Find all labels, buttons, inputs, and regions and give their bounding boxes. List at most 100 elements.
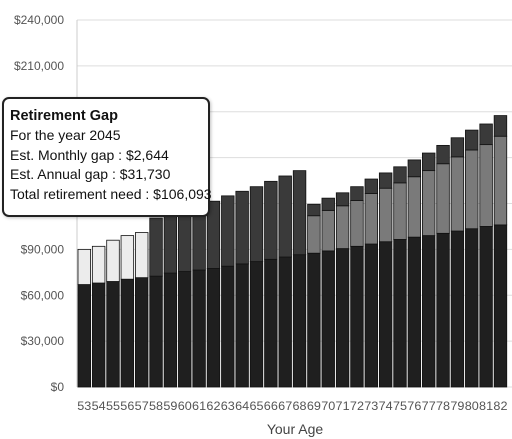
bar-segment[interactable]: [450, 156, 465, 232]
y-tick-label: $240,000: [14, 13, 64, 27]
bar-segment[interactable]: [436, 144, 450, 165]
bar-segment[interactable]: [178, 207, 192, 272]
retirement-gap-tooltip: Retirement Gap For the year 2045 Est. Mo…: [2, 97, 212, 217]
bar-segment[interactable]: [192, 269, 206, 388]
bar-segment[interactable]: [321, 197, 335, 211]
y-tick-label: $0: [51, 380, 65, 394]
x-tick-label: 72: [350, 399, 364, 413]
bar-segment[interactable]: [106, 239, 120, 282]
bar-segment[interactable]: [378, 172, 393, 189]
bar-segment[interactable]: [421, 152, 436, 172]
bar-segment[interactable]: [77, 284, 92, 388]
x-tick-label: 56: [120, 399, 134, 413]
bar-segment[interactable]: [350, 200, 364, 247]
bar-segment[interactable]: [335, 248, 350, 388]
bar-segment[interactable]: [493, 135, 508, 226]
x-tick-label: 57: [135, 399, 149, 413]
bar-segment[interactable]: [479, 226, 493, 388]
bar-segment[interactable]: [450, 137, 465, 158]
x-tick-label: 63: [221, 399, 235, 413]
bar-segment[interactable]: [350, 245, 364, 388]
bar-segment[interactable]: [249, 186, 264, 263]
bar-segment[interactable]: [163, 272, 178, 388]
bar-segment[interactable]: [436, 163, 450, 234]
bar-segment[interactable]: [450, 230, 465, 388]
bar-segment[interactable]: [493, 115, 508, 137]
bar-segment[interactable]: [235, 263, 249, 388]
x-tick-label: 78: [436, 399, 450, 413]
bar-segment[interactable]: [407, 236, 422, 388]
bar-segment[interactable]: [307, 252, 321, 388]
y-tick-label: $30,000: [21, 334, 65, 348]
bar-segment[interactable]: [178, 271, 192, 388]
bar-segment[interactable]: [307, 203, 321, 217]
tooltip-annual-gap: Est. Annual gap : $31,730: [10, 166, 171, 182]
bar-segment[interactable]: [479, 144, 493, 227]
bar-segment[interactable]: [278, 175, 292, 258]
x-tick-label: 60: [178, 399, 192, 413]
bar-segment[interactable]: [278, 256, 292, 388]
bar-segment[interactable]: [149, 275, 163, 388]
bar-segment[interactable]: [221, 195, 235, 267]
bar-segment[interactable]: [335, 205, 350, 250]
bar-segment[interactable]: [77, 248, 92, 285]
x-tick-label: 62: [206, 399, 220, 413]
x-tick-label: 58: [149, 399, 163, 413]
bar-segment[interactable]: [465, 228, 479, 388]
bar-segment[interactable]: [436, 232, 450, 388]
bar-segment[interactable]: [421, 235, 436, 388]
bar-segment[interactable]: [493, 224, 508, 388]
bar-segment[interactable]: [364, 193, 379, 245]
bar-segment[interactable]: [91, 245, 106, 284]
bar-segment[interactable]: [321, 250, 335, 388]
x-tick-label: 77: [422, 399, 436, 413]
bar-segment[interactable]: [292, 170, 307, 256]
x-axis-title: Your Age: [267, 421, 324, 437]
bar-segment[interactable]: [393, 182, 407, 240]
bar-segment[interactable]: [235, 190, 249, 265]
bar-segment[interactable]: [393, 239, 407, 388]
bar-segment[interactable]: [378, 241, 393, 388]
bar-segment[interactable]: [479, 123, 493, 146]
y-tick-label: $90,000: [21, 242, 65, 256]
bar-segment[interactable]: [134, 277, 149, 388]
bar-segment[interactable]: [378, 187, 393, 243]
bar-segment[interactable]: [120, 235, 135, 280]
bar-segment[interactable]: [335, 192, 350, 207]
tooltip-monthly-gap: Est. Monthly gap : $2,644: [10, 146, 169, 163]
x-tick-label: 68: [293, 399, 307, 413]
x-tick-label: 61: [192, 399, 206, 413]
tooltip-title: Retirement Gap: [10, 108, 118, 124]
bar-segment[interactable]: [134, 232, 149, 279]
bar-segment[interactable]: [106, 281, 120, 388]
bar-segment[interactable]: [307, 215, 321, 254]
tooltip-year: For the year 2045: [10, 127, 121, 143]
bar-segment[interactable]: [163, 212, 178, 274]
bar-segment[interactable]: [407, 176, 422, 238]
bars: [77, 115, 508, 388]
x-axis-tick-labels: 53 54 55 56 57 58 59 60 61 62 63 64 65 66 67 68 69 70 71 72…: [77, 399, 508, 413]
x-tick-label: 75: [393, 399, 407, 413]
bar-segment[interactable]: [421, 170, 436, 237]
bar-segment[interactable]: [465, 129, 479, 151]
bar-segment[interactable]: [407, 159, 422, 178]
bar-segment[interactable]: [264, 258, 278, 388]
bar-segment[interactable]: [292, 254, 307, 388]
bar-segment[interactable]: [350, 186, 364, 201]
x-tick-label: 71: [336, 399, 350, 413]
bar-segment[interactable]: [264, 180, 278, 260]
bar-segment[interactable]: [321, 209, 335, 252]
bar-segment[interactable]: [465, 149, 479, 230]
y-tick-label: $60,000: [21, 288, 65, 302]
bar-segment[interactable]: [364, 243, 379, 388]
bar-segment[interactable]: [91, 282, 106, 388]
bar-segment[interactable]: [249, 261, 264, 388]
bar-segment[interactable]: [393, 166, 407, 184]
bar-segment[interactable]: [120, 278, 135, 388]
bar-segment[interactable]: [364, 178, 379, 194]
bar-segment[interactable]: [149, 217, 163, 277]
x-tick-label: 82: [493, 399, 507, 413]
bar-segment[interactable]: [206, 268, 221, 388]
bar-segment[interactable]: [206, 200, 221, 269]
bar-segment[interactable]: [221, 265, 235, 388]
